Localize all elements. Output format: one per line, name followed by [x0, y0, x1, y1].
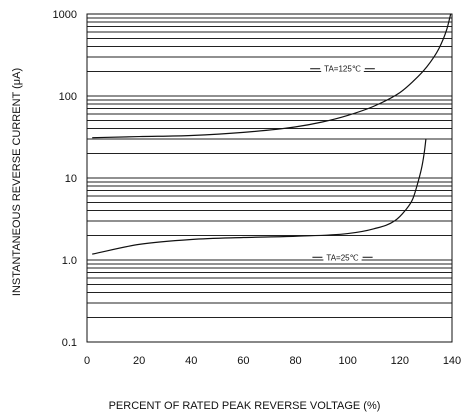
x-tick-label: 100 — [339, 355, 357, 367]
x-tick-label: 40 — [185, 355, 197, 367]
x-tick-label: 120 — [391, 355, 409, 367]
grid-lines — [87, 18, 452, 342]
y-tick-label: 1000 — [53, 9, 77, 21]
y-axis-label: INSTANTANEOUS REVERSE CURRENT (μA) — [11, 68, 23, 296]
y-tick-label: 10 — [65, 173, 77, 185]
x-tick-label: 20 — [133, 355, 145, 367]
x-tick-label: 140 — [443, 355, 461, 367]
curve-labels: TA=125℃ TA=25℃ — [310, 64, 375, 264]
y-tick-label: 0.1 — [62, 337, 77, 349]
y-tick-label: 100 — [59, 91, 77, 103]
x-axis-label: PERCENT OF RATED PEAK REVERSE VOLTAGE (%… — [109, 400, 381, 412]
x-tick-label: 80 — [289, 355, 301, 367]
x-tick-label: 0 — [84, 355, 90, 367]
tick-labels: 0 20 40 60 80 100 120 140 0.1 1.0 10 100 1000 — [53, 9, 462, 367]
curves — [92, 14, 450, 254]
x-tick-label: 60 — [237, 355, 249, 367]
y-tick-label: 1.0 — [62, 255, 77, 267]
series-label: TA=25℃ — [326, 253, 358, 262]
series-label: TA=125℃ — [324, 65, 361, 74]
